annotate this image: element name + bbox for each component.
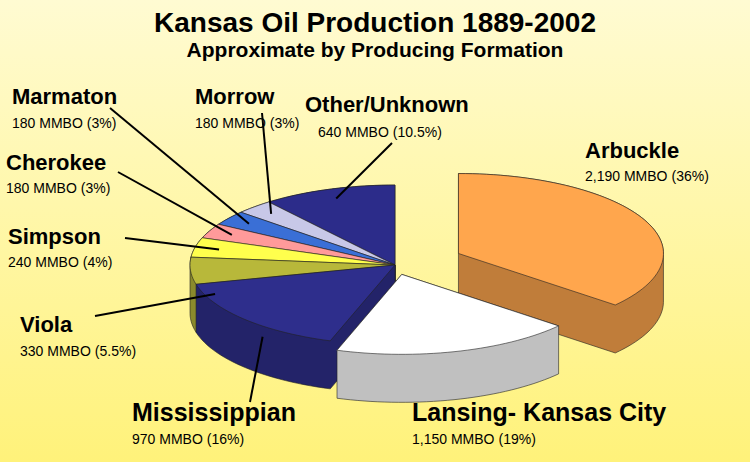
slice-value: 180 MMBO(3%) [6,180,110,196]
value-label: 240 MMBO [8,254,79,270]
value-label: 180 MMBO [6,180,77,196]
percentage-label: (19%) [498,431,535,447]
percentage-label: (36%) [671,168,708,184]
leader-line [250,337,263,402]
slice-name: Morrow [195,84,275,109]
slice-name: Arbuckle [585,138,679,163]
slice-name: Mississippian [132,398,296,426]
percentage-label: (10.5%) [393,124,442,140]
slice-value: 240 MMBO(4%) [8,254,112,270]
value-label: 1,150 MMBO [412,431,495,447]
slice-name: Other/Unknown [305,92,469,117]
value-label: 2,190 MMBO [585,168,668,184]
subtitle: Approximate by Producing Formation [187,38,564,61]
slice-value: 970 MMBO(16%) [132,431,244,447]
percentage-label: (5.5%) [95,343,136,359]
leader-line [95,294,215,316]
slice-tops [190,174,663,355]
percentage-label: (4%) [83,254,113,270]
slice-name: Lansing- Kansas City [412,398,666,426]
slice-value: 2,190 MMBO(36%) [585,168,709,184]
slice-value: 1,150 MMBO(19%) [412,431,536,447]
value-label: 180 MMBO [12,115,83,131]
percentage-label: (3%) [81,180,111,196]
slice-value: 180 MMBO(3%) [195,115,299,131]
chart: Kansas Oil Production 1889-2002Approxima… [0,0,750,462]
percentage-label: (3%) [270,115,300,131]
percentage-label: (16%) [207,431,244,447]
slice-name: Simpson [8,224,101,249]
leader-line [336,143,392,198]
title: Kansas Oil Production 1889-2002 [154,7,596,38]
value-label: 970 MMBO [132,431,203,447]
slice-value: 330 MMBO(5.5%) [20,343,136,359]
slice-sides [190,174,663,403]
percentage-label: (3%) [87,115,117,131]
leader-line [118,172,232,235]
leader-line [125,238,219,249]
slice-name: Marmaton [12,84,117,109]
slice [337,274,559,354]
plot-area [190,174,663,403]
slice-name: Cherokee [6,150,106,175]
slice [458,174,663,305]
background [0,0,750,462]
slice-name: Viola [20,312,73,337]
value-label: 330 MMBO [20,343,91,359]
labels: Arbuckle 2,190 MMBO(36%) Lansing- Kansas C… [6,84,709,447]
slice-value: 180 MMBO(3%) [12,115,116,131]
value-label: 640 MMBO [318,124,389,140]
value-label: 180 MMBO [195,115,266,131]
slice-value: 640 MMBO(10.5%) [318,124,442,140]
